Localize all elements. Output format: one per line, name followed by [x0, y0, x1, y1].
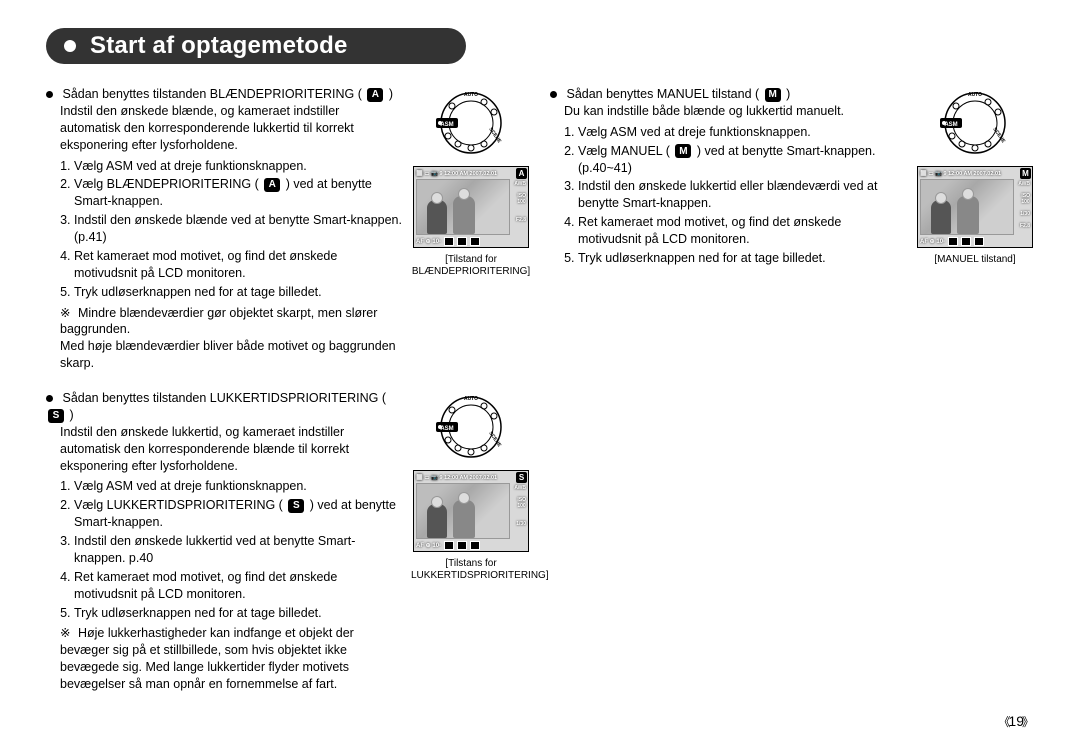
svg-text:ASM: ASM — [944, 122, 957, 128]
step: Ret kameraet mod motivet, og find det øn… — [578, 214, 906, 248]
svg-text:ASM: ASM — [440, 426, 453, 432]
dial-icon: AUTO SCENE ASM — [434, 390, 508, 464]
left-column: Sådan benyttes tilstanden BLÆNDEPRIORITE… — [46, 86, 530, 711]
lcd-mode-badge: S — [516, 472, 527, 483]
dial-asm-label: ASM — [440, 122, 453, 128]
shutter-figures: AUTO SCENE ASM — [412, 390, 530, 693]
m-mode-icon: M — [765, 88, 781, 102]
step: Tryk udløserknappen ned for at tage bill… — [74, 284, 402, 301]
shutter-note: ※ Høje lukkerhastigheder kan indfange et… — [60, 625, 402, 693]
step: Tryk udløserknappen ned for at tage bill… — [578, 250, 906, 267]
lcd-bottom: AF ⊕ 10▫ — [920, 237, 1030, 246]
note-marker-icon: ※ — [60, 626, 70, 640]
step: Indstil den ønskede lukkertid eller blæn… — [578, 178, 906, 212]
step: Ret kameraet mod motivet, og find det øn… — [74, 569, 402, 603]
mode-dial: AUTO SCENE ASM — [434, 86, 508, 160]
step: Indstil den ønskede blænde ved at benytt… — [74, 212, 402, 246]
lcd-right: AWB ISO 100 1/30 — [512, 485, 526, 527]
step: Vælg LUKKERTIDSPRIORITERING ( S ) ved at… — [74, 497, 402, 531]
manual-header: Sådan benyttes MANUEL tilstand ( M ) — [550, 86, 906, 103]
right-column: Sådan benyttes MANUEL tilstand ( M ) Du … — [550, 86, 1034, 711]
manual-header-pre: Sådan benyttes MANUEL tilstand ( — [566, 87, 759, 101]
shutter-intro: Indstil den ønskede lukkertid, og kamera… — [60, 424, 402, 475]
aperture-header-pre: Sådan benyttes tilstanden BLÆNDEPRIORITE… — [62, 87, 361, 101]
manual-caption: [MANUEL tilstand] — [934, 254, 1015, 266]
aperture-note: ※ Mindre blændeværdier gør objektet skar… — [60, 305, 402, 373]
s-mode-icon: S — [288, 499, 304, 513]
section-shutter: Sådan benyttes tilstanden LUKKERTIDSPRIO… — [46, 390, 530, 693]
aperture-intro: Indstil den ønskede blænde, og kameraet … — [60, 103, 402, 154]
step: Indstil den ønskede lukkertid ved at ben… — [74, 533, 402, 567]
lcd-top: ⬜ ▭ 📷 9 12:00 AM 2007.02.01 — [416, 169, 514, 178]
aperture-caption: [Tilstand for BLÆNDEPRIORITERING] — [412, 254, 530, 278]
note-marker-icon: ※ — [60, 306, 70, 320]
lcd-bottom: AF ⊕ 10▫ — [416, 541, 526, 550]
manual-text: Sådan benyttes MANUEL tilstand ( M ) Du … — [550, 86, 906, 271]
a-mode-icon: A — [367, 88, 383, 102]
title-pill: Start af optagemetode — [46, 28, 466, 64]
page-number: 19 — [998, 713, 1034, 730]
title-bar: Start af optagemetode — [46, 28, 1034, 68]
lcd-mode-badge: M — [1020, 168, 1031, 179]
lcd-preview-manual: ⬜ ▭ 📷 9 12:00 AM 2007.02.01 M AWB ISO 10… — [917, 166, 1033, 248]
step: Vælg ASM ved at dreje funktionsknappen. — [74, 478, 402, 495]
manual-steps: Vælg ASM ved at dreje funktionsknappen. … — [564, 124, 906, 267]
section-manual: Sådan benyttes MANUEL tilstand ( M ) Du … — [550, 86, 1034, 271]
aperture-steps: Vælg ASM ved at dreje funktionsknappen. … — [60, 158, 402, 301]
aperture-header: Sådan benyttes tilstanden BLÆNDEPRIORITE… — [46, 86, 402, 103]
step: Vælg MANUEL ( M ) ved at benytte Smart-k… — [578, 143, 906, 177]
step: Tryk udløserknappen ned for at tage bill… — [74, 605, 402, 622]
dial-icon: AUTO SCENE ASM — [434, 86, 508, 160]
photo-placeholder — [416, 179, 510, 235]
lcd-bottom: AF ⊕ 10▫ — [416, 237, 526, 246]
aperture-text: Sådan benyttes tilstanden BLÆNDEPRIORITE… — [46, 86, 402, 372]
svg-text:AUTO: AUTO — [968, 92, 982, 98]
manual-intro: Du kan indstille både blænde og lukkerti… — [564, 103, 906, 120]
shutter-caption: [Tilstans for LUKKERTIDSPRIORITERING] — [411, 558, 531, 582]
page-title: Start af optagemetode — [90, 32, 348, 60]
lcd-preview-aperture: ⬜ ▭ 📷 9 12:00 AM 2007.02.01 A AWB ISO 10… — [413, 166, 529, 248]
a-mode-icon: A — [264, 178, 280, 192]
step: Vælg ASM ved at dreje funktionsknappen. — [578, 124, 906, 141]
shutter-header-post: ) — [69, 408, 73, 422]
manual-page: Start af optagemetode Sådan benyttes til… — [0, 0, 1080, 746]
section-aperture: Sådan benyttes tilstanden BLÆNDEPRIORITE… — [46, 86, 530, 372]
dial-icon: AUTO SCENE ASM — [938, 86, 1012, 160]
mode-dial: AUTO SCENE ASM — [434, 390, 508, 464]
lcd-right: AWB ISO 100 1/30 F2.8 — [1016, 181, 1030, 229]
manual-header-post: ) — [786, 87, 790, 101]
note-text: Høje lukkerhastigheder kan indfange et o… — [60, 626, 354, 691]
m-mode-icon: M — [675, 144, 691, 158]
bullet-icon — [550, 91, 557, 98]
note-text: Mindre blændeværdier gør objektet skarpt… — [60, 306, 396, 371]
lcd-right: AWB ISO 100 F2.8 — [512, 181, 526, 223]
photo-placeholder — [920, 179, 1014, 235]
lcd-preview-shutter: ⬜ ▭ 📷 9 12:00 AM 2007.02.01 S AWB ISO 10… — [413, 470, 529, 552]
title-dot — [64, 40, 76, 52]
lcd-top: ⬜ ▭ 📷 9 12:00 AM 2007.02.01 — [920, 169, 1018, 178]
mode-dial: AUTO SCENE ASM — [938, 86, 1012, 160]
step: Ret kameraet mod motivet, og find det øn… — [74, 248, 402, 282]
svg-text:AUTO: AUTO — [464, 92, 478, 98]
step: Vælg BLÆNDEPRIORITERING ( A ) ved at ben… — [74, 176, 402, 210]
step: Vælg ASM ved at dreje funktionsknappen. — [74, 158, 402, 175]
manual-figures: AUTO SCENE ASM — [916, 86, 1034, 271]
photo-placeholder — [416, 483, 510, 539]
bullet-icon — [46, 91, 53, 98]
shutter-steps: Vælg ASM ved at dreje funktionsknappen. … — [60, 478, 402, 621]
aperture-figures: AUTO SCENE ASM — [412, 86, 530, 372]
shutter-text: Sådan benyttes tilstanden LUKKERTIDSPRIO… — [46, 390, 402, 693]
shutter-header-pre: Sådan benyttes tilstanden LUKKERTIDSPRIO… — [62, 391, 386, 405]
shutter-header: Sådan benyttes tilstanden LUKKERTIDSPRIO… — [46, 390, 402, 424]
bullet-icon — [46, 395, 53, 402]
aperture-header-post: ) — [389, 87, 393, 101]
lcd-top: ⬜ ▭ 📷 9 12:00 AM 2007.02.01 — [416, 473, 514, 482]
s-mode-icon: S — [48, 409, 64, 423]
lcd-mode-badge: A — [516, 168, 527, 179]
two-columns: Sådan benyttes tilstanden BLÆNDEPRIORITE… — [46, 86, 1034, 711]
svg-text:AUTO: AUTO — [464, 396, 478, 402]
